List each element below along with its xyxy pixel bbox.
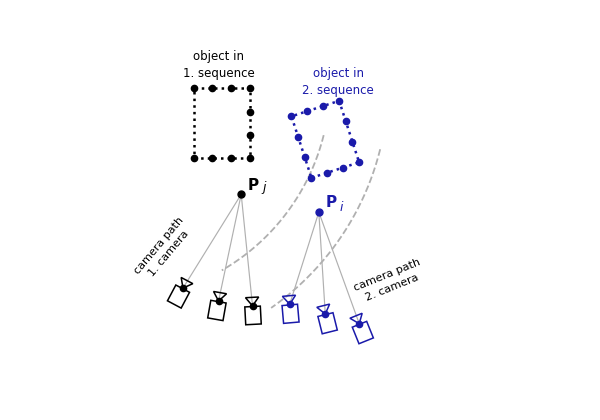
Text: object in
1. sequence: object in 1. sequence bbox=[182, 50, 254, 80]
Text: object in
2. sequence: object in 2. sequence bbox=[302, 67, 374, 97]
Text: $\bf{P}$: $\bf{P}$ bbox=[247, 177, 260, 193]
Text: $j$: $j$ bbox=[261, 179, 268, 196]
Text: $i$: $i$ bbox=[339, 200, 344, 214]
Text: camera path
1. camera: camera path 1. camera bbox=[132, 215, 196, 284]
Text: camera path
2. camera: camera path 2. camera bbox=[353, 257, 427, 306]
Text: $\bf{P}$: $\bf{P}$ bbox=[325, 194, 337, 210]
